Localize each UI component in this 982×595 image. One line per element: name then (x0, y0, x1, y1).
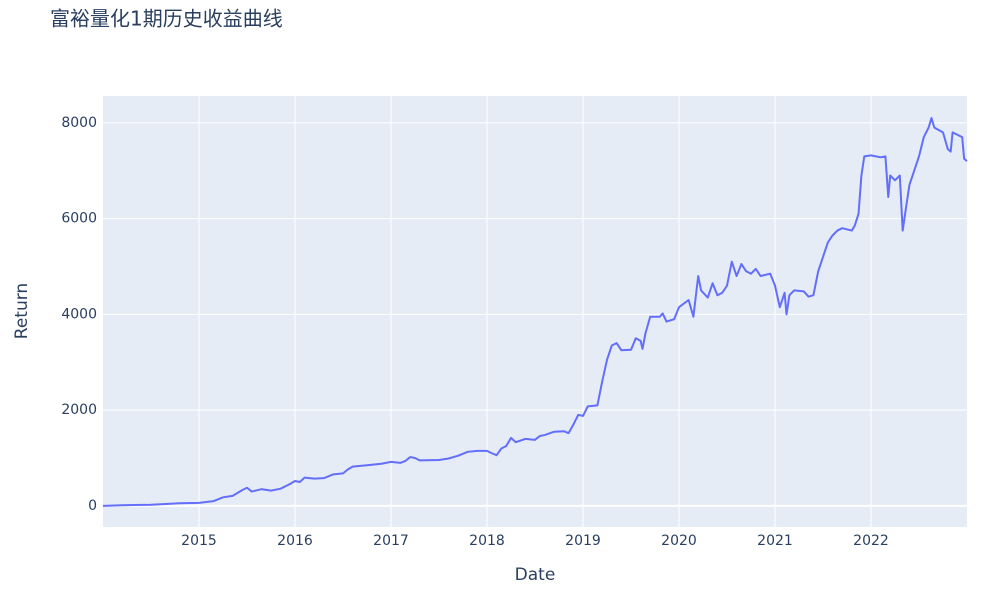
y-tick-label: 0 (88, 498, 97, 514)
y-tick-label: 4000 (61, 306, 97, 322)
x-tick-label: 2018 (469, 533, 505, 549)
line-series (102, 117, 968, 507)
y-tick-label: 6000 (61, 211, 97, 227)
x-tick-label: 2021 (757, 533, 793, 549)
x-tick-label: 2019 (565, 533, 601, 549)
y-axis-title: Return (12, 283, 32, 339)
x-tick-label: 2020 (661, 533, 697, 549)
chart-title: 富裕量化1期历史收益曲线 (50, 7, 283, 31)
x-axis-title: Date (515, 565, 556, 585)
x-tick-label: 2017 (373, 533, 409, 549)
plot-area (103, 96, 967, 527)
y-tick-label: 8000 (61, 115, 97, 131)
y-tick-label: 2000 (61, 402, 97, 418)
x-tick-label: 2016 (277, 533, 313, 549)
x-tick-label: 2022 (853, 533, 889, 549)
x-tick-label: 2015 (181, 533, 217, 549)
